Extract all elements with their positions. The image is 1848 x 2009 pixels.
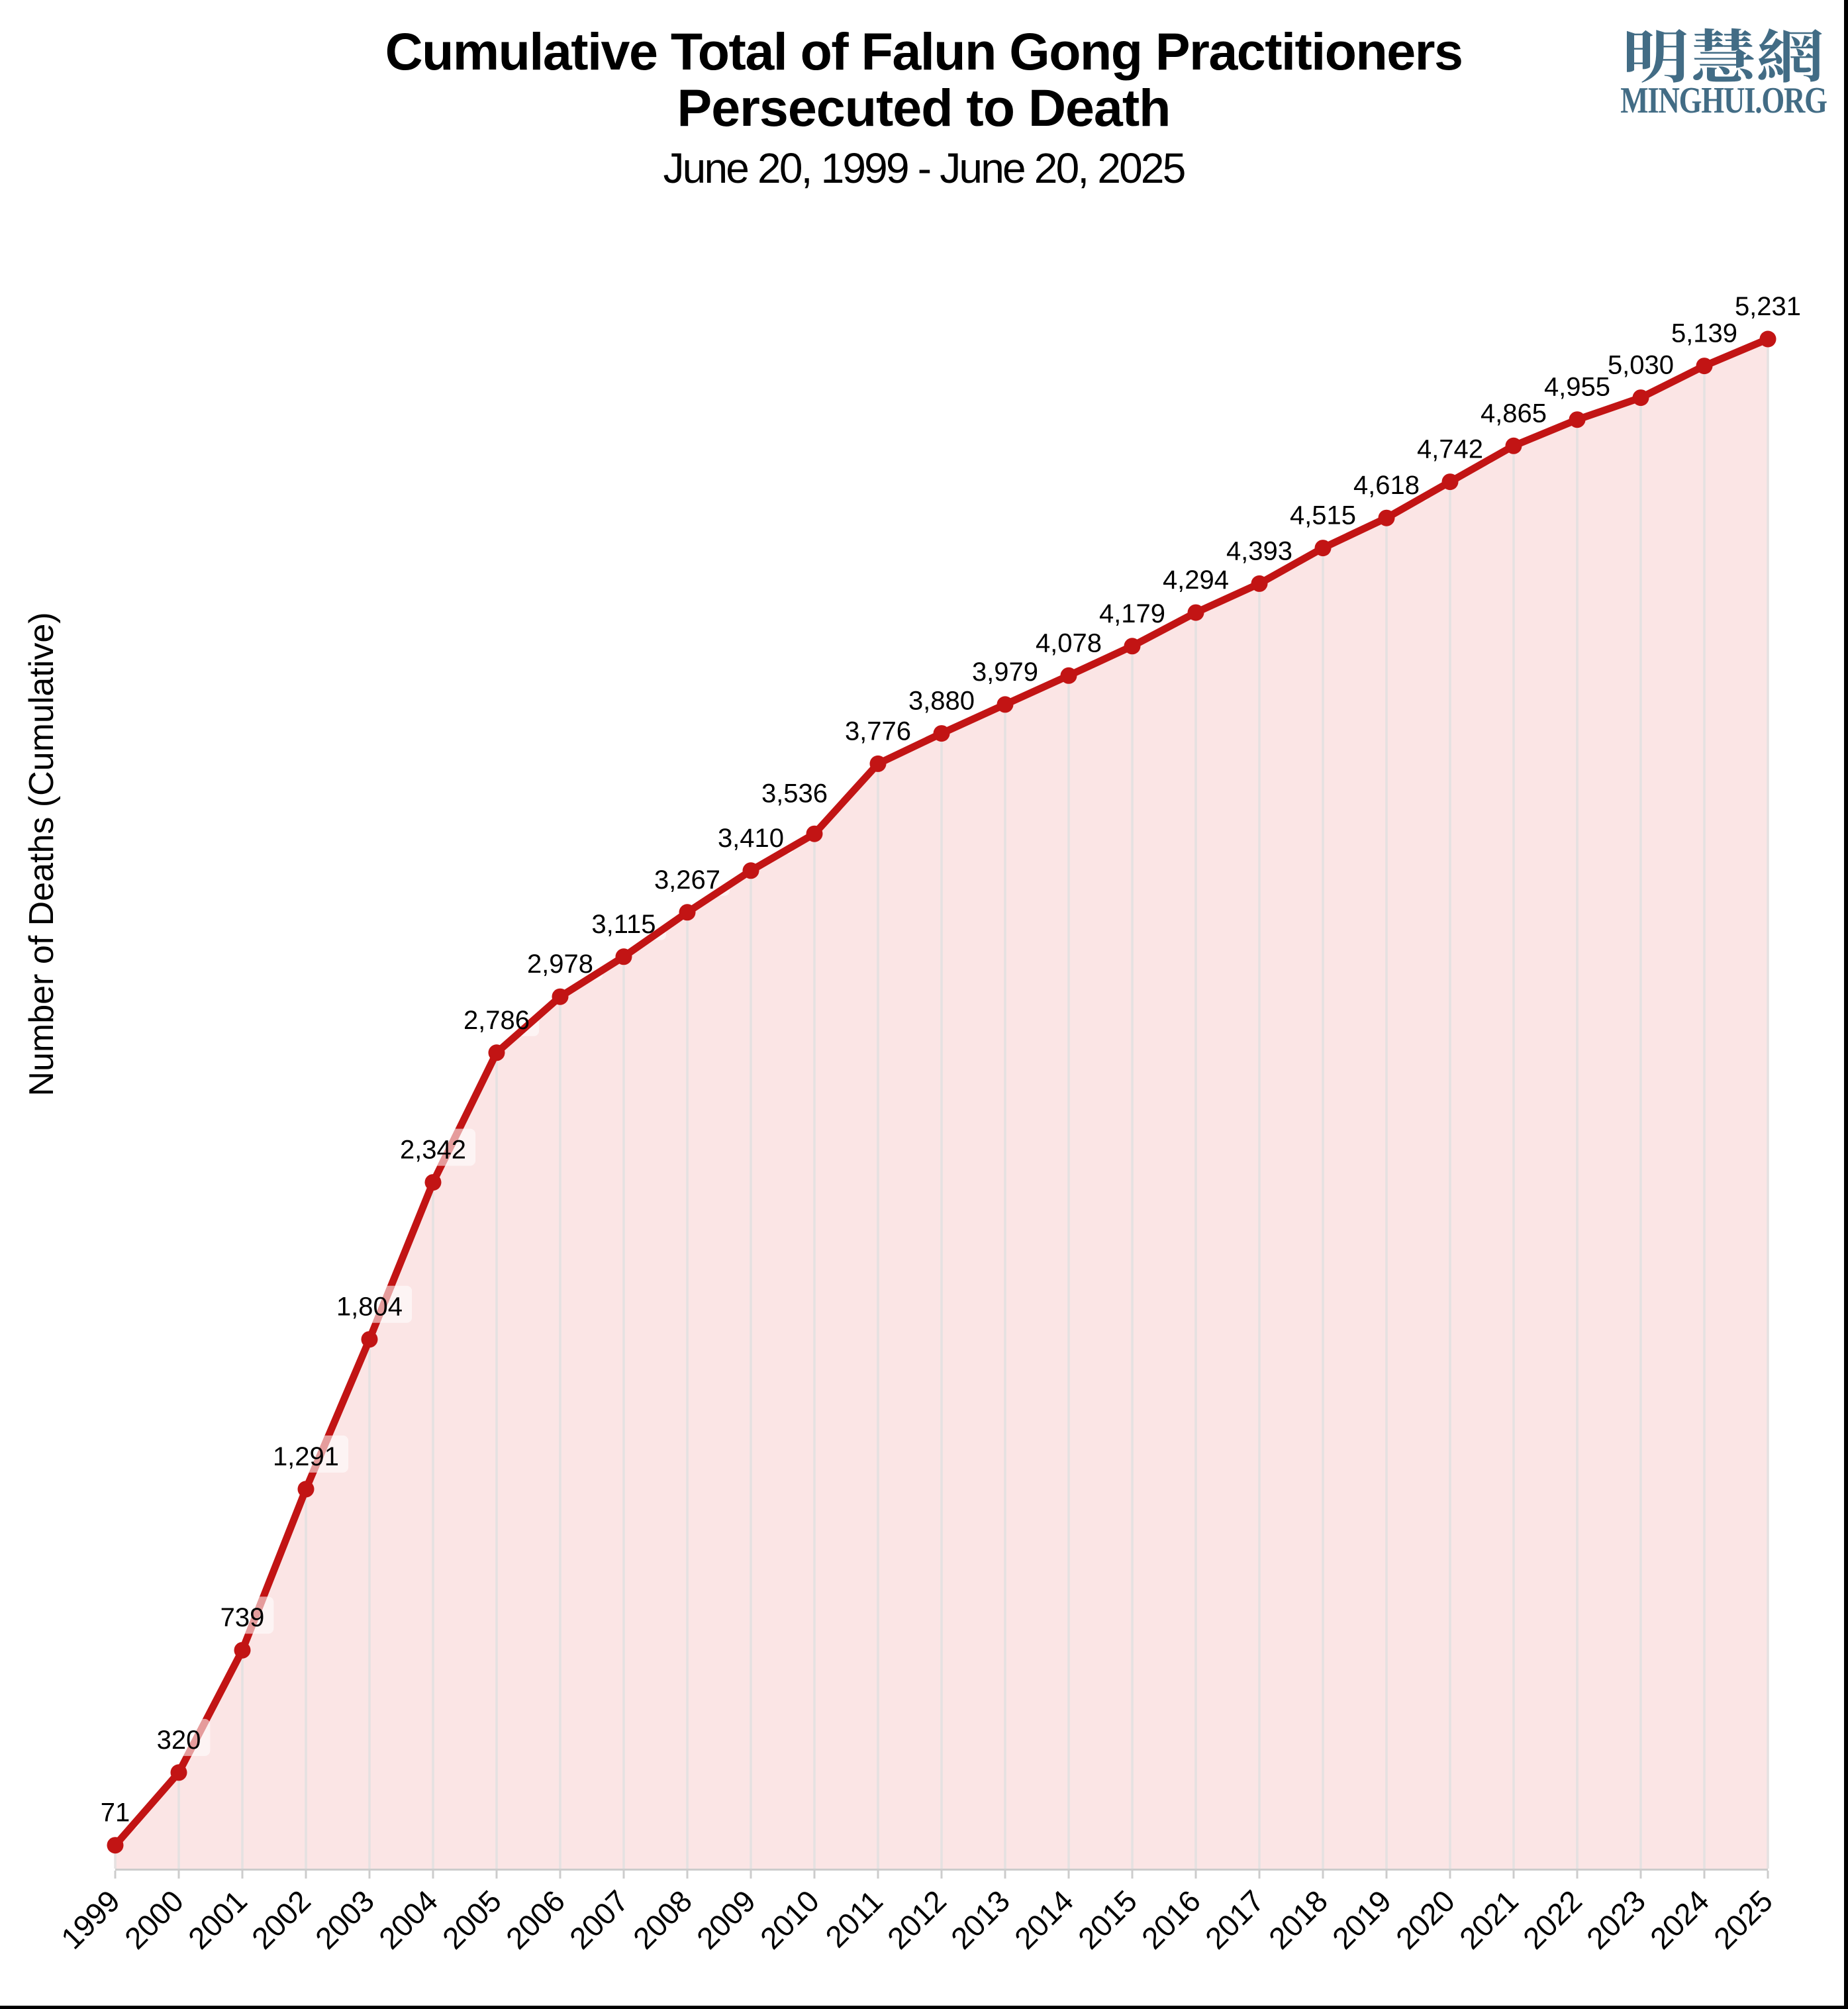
svg-text:4,294: 4,294 [1163, 565, 1229, 595]
svg-text:3,776: 3,776 [845, 716, 911, 746]
svg-text:739: 739 [220, 1603, 265, 1632]
svg-text:4,078: 4,078 [1036, 628, 1102, 658]
svg-text:4,179: 4,179 [1099, 599, 1165, 628]
svg-text:2,978: 2,978 [527, 950, 593, 979]
svg-text:4,865: 4,865 [1481, 399, 1547, 428]
svg-text:320: 320 [157, 1726, 201, 1755]
svg-text:3,267: 3,267 [654, 865, 720, 895]
svg-text:3,536: 3,536 [761, 779, 828, 808]
svg-text:71: 71 [101, 1798, 130, 1828]
svg-text:Persecuted to Death: Persecuted to Death [677, 78, 1171, 137]
svg-text:5,231: 5,231 [1735, 292, 1801, 321]
svg-text:1,804: 1,804 [336, 1293, 403, 1322]
svg-text:3,115: 3,115 [591, 910, 656, 939]
svg-text:5,139: 5,139 [1671, 319, 1737, 348]
svg-text:3,979: 3,979 [972, 658, 1038, 687]
svg-text:2,342: 2,342 [400, 1136, 466, 1165]
svg-text:1,291: 1,291 [273, 1442, 339, 1471]
svg-text:4,393: 4,393 [1226, 536, 1292, 565]
svg-text:4,742: 4,742 [1417, 435, 1483, 464]
svg-text:3,410: 3,410 [718, 824, 784, 853]
svg-text:4,955: 4,955 [1544, 373, 1610, 402]
svg-text:5,030: 5,030 [1608, 351, 1674, 380]
svg-text:MINGHUI.ORG: MINGHUI.ORG [1620, 79, 1827, 121]
svg-text:Number of Deaths (Cumulative): Number of Deaths (Cumulative) [23, 612, 61, 1096]
svg-text:June 20, 1999 - June 20, 2025: June 20, 1999 - June 20, 2025 [663, 144, 1184, 192]
svg-text:3,880: 3,880 [908, 687, 975, 716]
svg-text:4,618: 4,618 [1353, 471, 1420, 500]
svg-text:4,515: 4,515 [1290, 501, 1356, 530]
svg-text:2,786: 2,786 [463, 1006, 530, 1035]
svg-text:Cumulative Total of Falun Gong: Cumulative Total of Falun Gong Practitio… [385, 22, 1463, 81]
